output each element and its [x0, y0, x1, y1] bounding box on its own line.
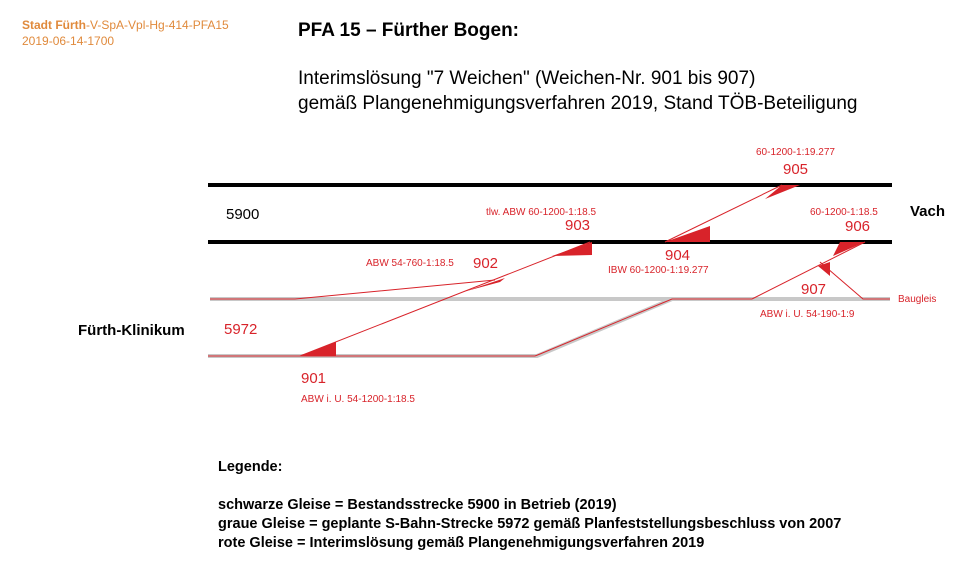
legend-title: Legende:	[218, 459, 283, 475]
switch-903-number: 903	[565, 217, 591, 234]
document-org: Stadt Fürth	[22, 18, 86, 32]
page-title: PFA 15 – Fürther Bogen:	[298, 20, 519, 41]
legend-line-black: schwarze Gleise = Bestandsstrecke 5900 i…	[218, 497, 617, 513]
switch-905-number: 905	[783, 161, 809, 178]
switch-903-spec: tlw. ABW 60-1200-1:18.5	[486, 207, 597, 218]
switch-903-marker	[552, 242, 592, 256]
station-vach: Vach	[910, 203, 946, 220]
existing-tracks	[208, 183, 892, 244]
track-label-5972: 5972	[224, 321, 258, 338]
subtitle-line-1: Interimslösung "7 Weichen" (Weichen-Nr. …	[298, 68, 756, 89]
switch-904-marker	[665, 226, 710, 242]
interim-crossover-901-903	[299, 241, 591, 357]
legend-line-grey: graue Gleise = geplante S-Bahn-Strecke 5…	[218, 516, 842, 532]
interim-crossover-904-905	[664, 184, 783, 243]
interim-track-upper-overlay	[210, 279, 496, 300]
station-fuerth-klinikum: Fürth-Klinikum	[78, 322, 185, 339]
switch-906-spec: 60-1200-1:18.5	[810, 207, 878, 218]
switch-902-spec: ABW 54-760-1:18.5	[366, 258, 454, 269]
switch-markers	[300, 185, 865, 356]
switch-907-spec: ABW i. U. 54-190-1:9	[760, 309, 855, 320]
switch-902-marker	[463, 278, 505, 292]
switch-902-number: 902	[473, 255, 499, 272]
switch-905-spec: 60-1200-1:19.277	[756, 147, 835, 158]
document-id: Stadt Fürth-V-SpA-Vpl-Hg-414-PFA15 2019-…	[22, 17, 229, 49]
document-date: 2019-06-14-1700	[22, 34, 115, 48]
switch-907-number: 907	[801, 281, 827, 298]
interim-connection-lower	[534, 298, 752, 357]
switch-901-spec: ABW i. U. 54-1200-1:18.5	[301, 394, 415, 405]
interim-tracks	[208, 184, 890, 357]
interim-connection-906-907	[751, 241, 866, 300]
switch-906-number: 906	[845, 218, 871, 235]
switch-901-marker	[300, 342, 336, 356]
baugleis-label: Baugleis	[898, 294, 937, 305]
switch-904-number: 904	[665, 247, 691, 264]
subtitle-line-2: gemäß Plangenehmigungsverfahren 2019, St…	[298, 93, 858, 114]
track-label-5900: 5900	[226, 206, 260, 223]
switch-907-marker	[818, 262, 830, 276]
switch-905-marker	[765, 185, 800, 199]
legend-line-red: rote Gleise = Interimslösung gemäß Plang…	[218, 535, 705, 551]
planned-tracks	[208, 297, 890, 358]
switch-906-marker	[833, 242, 865, 256]
switch-904-spec: IBW 60-1200-1:19.277	[608, 265, 709, 276]
switch-901-number: 901	[301, 370, 327, 387]
interim-track-baugleis	[819, 261, 890, 300]
document-code: -V-SpA-Vpl-Hg-414-PFA15	[86, 18, 229, 32]
